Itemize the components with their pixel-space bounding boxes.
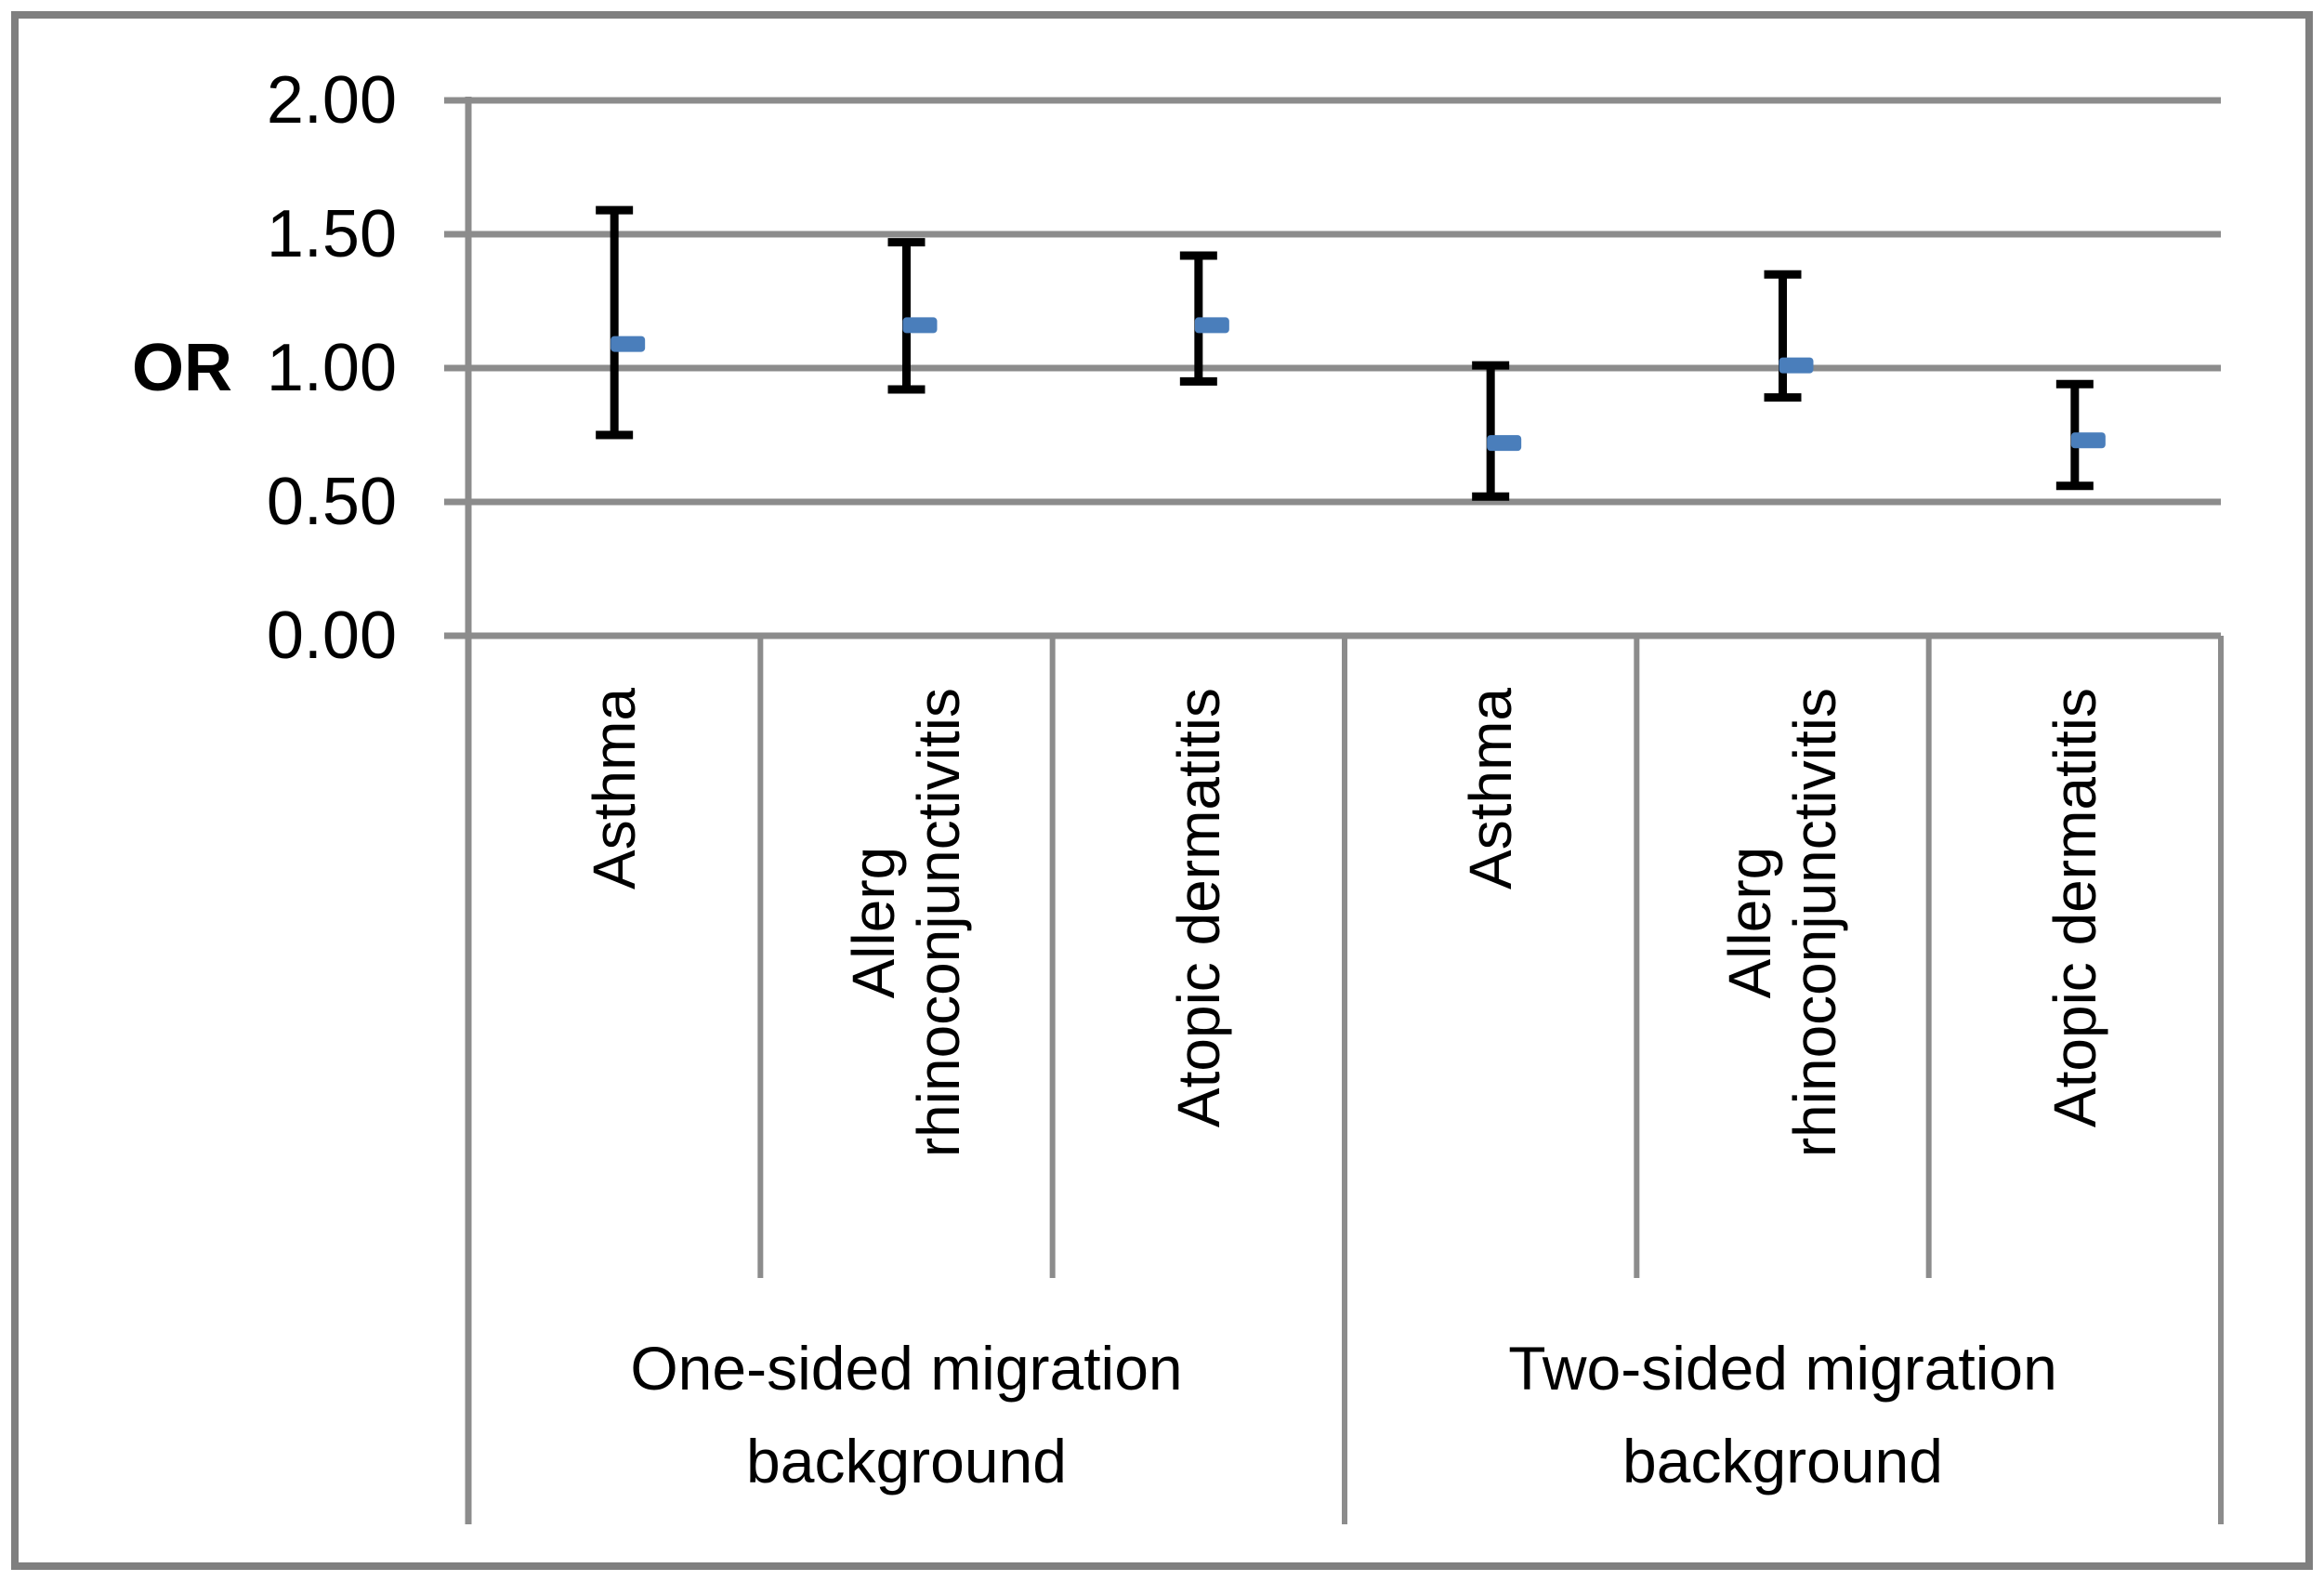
error-bar-atopic-dermatitis-5 bbox=[2055, 379, 2106, 491]
category-label-line: Asthma bbox=[1457, 688, 1525, 889]
category-label-asthma: Asthma bbox=[1345, 688, 1636, 1264]
category-label-line: rhinoconjunctivitis bbox=[1781, 688, 1849, 1158]
error-bar-atopic-dermatitis-2 bbox=[1179, 251, 1229, 386]
group-label-line: Two-sided migration bbox=[1508, 1334, 2057, 1403]
category-label-line: Atopic dermatitis bbox=[2041, 688, 2108, 1128]
y-tick-label-0.00: 0.00 bbox=[266, 599, 397, 673]
or-marker bbox=[2070, 432, 2106, 449]
error-bar-asthma-0 bbox=[596, 205, 646, 440]
or-marker bbox=[902, 317, 938, 334]
category-label-text: Asthma bbox=[581, 688, 649, 889]
or-marker bbox=[611, 336, 646, 352]
error-bar-allerg-rhinoconjunctivitis-4 bbox=[1764, 270, 1814, 402]
category-label-asthma: Asthma bbox=[468, 688, 760, 1264]
y-tick-label-1.50: 1.50 bbox=[266, 197, 397, 271]
category-label-text: Atopic dermatitis bbox=[2041, 688, 2108, 1128]
category-label-line: Asthma bbox=[581, 688, 649, 889]
error-bar-asthma-3 bbox=[1472, 361, 1522, 501]
category-label-line: Allerg bbox=[840, 846, 908, 999]
group-label-two-sided-migration-background: Two-sided migration background bbox=[1345, 1322, 2221, 1508]
group-label-line: background bbox=[1622, 1427, 1943, 1495]
category-label-text: Atopic dermatitis bbox=[1164, 688, 1232, 1128]
y-axis-title: OR bbox=[132, 331, 232, 405]
category-label-text: Allerg rhinoconjunctivitis bbox=[1716, 688, 1849, 1158]
y-tick-label-0.50: 0.50 bbox=[266, 465, 397, 539]
category-label-atopic-dermatitis: Atopic dermatitis bbox=[1053, 688, 1345, 1264]
y-tick-label-2.00: 2.00 bbox=[266, 63, 397, 138]
category-label-line: Atopic dermatitis bbox=[1164, 688, 1232, 1128]
or-marker bbox=[1194, 317, 1229, 334]
category-label-allerg-rhinoconjunctivitis: Allerg rhinoconjunctivitis bbox=[760, 688, 1052, 1264]
error-bar-allerg-rhinoconjunctivitis-1 bbox=[887, 238, 938, 394]
category-label-atopic-dermatitis: Atopic dermatitis bbox=[1929, 688, 2221, 1264]
category-label-line: rhinoconjunctivitis bbox=[905, 688, 973, 1158]
y-tick-label-1.00: 1.00 bbox=[266, 331, 397, 405]
category-label-line: Allerg bbox=[1716, 846, 1784, 999]
category-label-text: Allerg rhinoconjunctivitis bbox=[840, 688, 973, 1158]
or-marker bbox=[1487, 435, 1522, 452]
group-label-one-sided-migration-background: One-sided migration background bbox=[468, 1322, 1345, 1508]
group-label-line: background bbox=[746, 1427, 1067, 1495]
category-label-allerg-rhinoconjunctivitis: Allerg rhinoconjunctivitis bbox=[1636, 688, 1928, 1264]
group-label-line: One-sided migration bbox=[630, 1334, 1183, 1403]
chart-frame bbox=[11, 11, 2313, 1570]
or-marker bbox=[1779, 357, 1814, 374]
category-label-text: Asthma bbox=[1457, 688, 1525, 889]
